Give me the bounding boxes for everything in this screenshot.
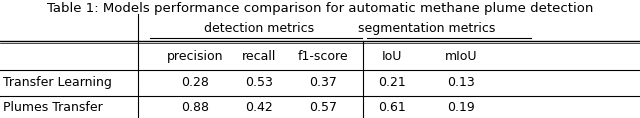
- Text: 0.37: 0.37: [309, 76, 337, 89]
- Text: mIoU: mIoU: [445, 50, 477, 63]
- Text: 0.13: 0.13: [447, 76, 475, 89]
- Text: 0.88: 0.88: [181, 101, 209, 114]
- Text: recall: recall: [242, 50, 276, 63]
- Text: 0.21: 0.21: [378, 76, 406, 89]
- Text: 0.61: 0.61: [378, 101, 406, 114]
- Text: segmentation metrics: segmentation metrics: [358, 22, 495, 35]
- Text: 0.19: 0.19: [447, 101, 475, 114]
- Text: Transfer Learning: Transfer Learning: [3, 76, 112, 89]
- Text: IoU: IoU: [382, 50, 403, 63]
- Text: 0.57: 0.57: [309, 101, 337, 114]
- Text: 0.28: 0.28: [181, 76, 209, 89]
- Text: Plumes Transfer: Plumes Transfer: [3, 101, 103, 114]
- Text: precision: precision: [167, 50, 223, 63]
- Text: f1-score: f1-score: [298, 50, 349, 63]
- Text: 0.53: 0.53: [245, 76, 273, 89]
- Text: Table 1: Models performance comparison for automatic methane plume detection: Table 1: Models performance comparison f…: [47, 2, 593, 15]
- Text: 0.42: 0.42: [245, 101, 273, 114]
- Text: detection metrics: detection metrics: [204, 22, 314, 35]
